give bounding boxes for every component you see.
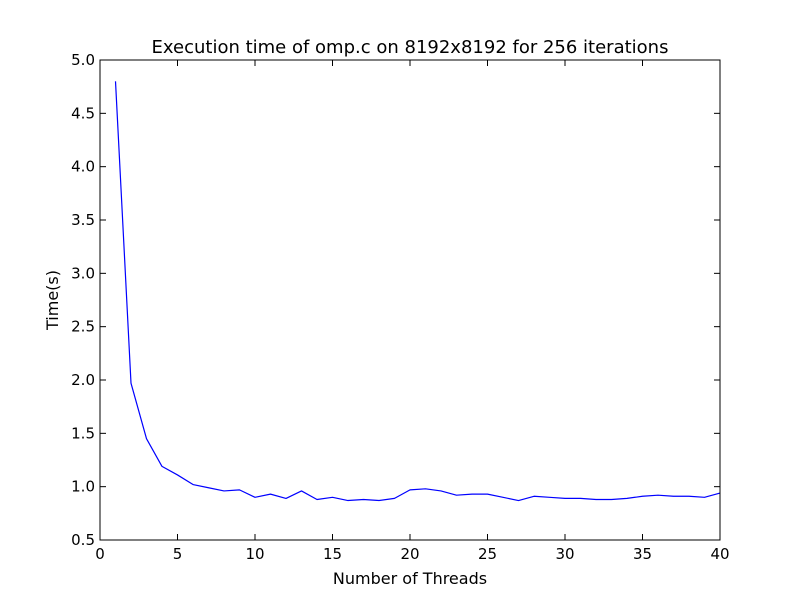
y-tick-label: 2.5	[71, 318, 95, 336]
x-tick-label: 0	[95, 545, 105, 563]
y-tick-label: 1.0	[71, 478, 95, 496]
axis-ticks: 0 5 10 15 20 25 30 35 40 0.5 1.0 1.5 2.0 2.5 3.0 3.5 4.0…	[71, 51, 729, 563]
y-tick-label: 2.0	[71, 371, 95, 389]
chart-title: Execution time of omp.c on 8192x8192 for…	[152, 37, 669, 58]
y-tick-label: 4.0	[71, 158, 95, 176]
y-tick-label: 3.0	[71, 264, 95, 282]
y-tick-label: 1.5	[71, 424, 95, 442]
x-tick-label: 40	[710, 545, 729, 563]
y-tick-label: 4.5	[71, 104, 95, 122]
x-tick-label: 15	[323, 545, 342, 563]
x-tick-label: 25	[478, 545, 497, 563]
x-axis-label: Number of Threads	[333, 569, 487, 588]
x-tick-label: 20	[400, 545, 419, 563]
series-line-0	[114, 81, 721, 502]
y-tick-label: 0.5	[71, 531, 95, 549]
x-tick-label: 35	[633, 545, 652, 563]
x-tick-label: 5	[173, 545, 183, 563]
y-tick-label: 5.0	[71, 51, 95, 69]
x-tick-label: 10	[245, 545, 264, 563]
y-tick-label: 3.5	[71, 211, 95, 229]
y-axis-label: Time(s)	[43, 270, 62, 331]
x-tick-label: 30	[555, 545, 574, 563]
series-layer	[114, 81, 721, 502]
plot-frame	[99, 59, 721, 541]
